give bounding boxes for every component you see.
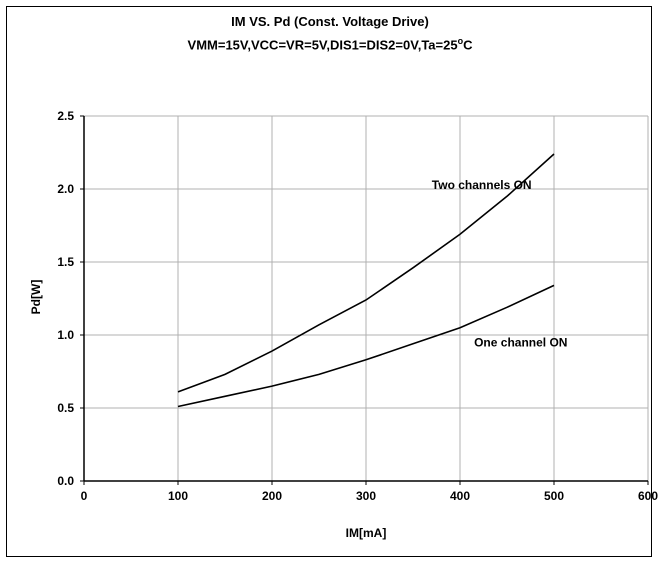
chart-frame bbox=[6, 6, 652, 557]
degree-symbol: o bbox=[457, 36, 464, 46]
x-tick-label: 100 bbox=[168, 489, 188, 503]
label-layer: Two channels ON One channel ON bbox=[432, 178, 568, 350]
x-tick-label: 400 bbox=[450, 489, 470, 503]
y-tick-label: 1.0 bbox=[57, 328, 74, 342]
x-tick-label: 0 bbox=[81, 489, 88, 503]
y-tick-label: 2.5 bbox=[57, 109, 74, 123]
subtitle-main: VMM=15V,VCC=VR=5V,DIS1=DIS2=0V,Ta=25 bbox=[187, 37, 458, 53]
subtitle-unit: C bbox=[463, 37, 473, 53]
x-tick-label: 200 bbox=[262, 489, 282, 503]
y-axis-label: Pd[W] bbox=[29, 280, 43, 315]
y-tick-label: 0.5 bbox=[57, 401, 74, 415]
series-line-two-channels-on bbox=[177, 153, 555, 393]
x-tick-label: 300 bbox=[356, 489, 376, 503]
y-tick-label: 2.0 bbox=[57, 182, 74, 196]
series-layer bbox=[177, 153, 555, 408]
x-axis-label: IM[mA] bbox=[346, 526, 387, 540]
axis-layer: 0 100 200 300 400 500 600 0.0 0.5 1.0 1.5 2.0 2.5 bbox=[57, 109, 658, 503]
x-tick-label: 500 bbox=[544, 489, 564, 503]
series-line-one-channel-on bbox=[177, 284, 555, 408]
y-tick-label: 0.0 bbox=[57, 474, 74, 488]
x-tick-label: 600 bbox=[638, 489, 658, 503]
grid-layer bbox=[84, 115, 649, 481]
chart-title: IM VS. Pd (Const. Voltage Drive) bbox=[231, 14, 429, 29]
chart-subtitle: VMM=15V,VCC=VR=5V,DIS1=DIS2=0V,Ta=25oC bbox=[0, 36, 660, 52]
annotation-one-channel-on: One channel ON bbox=[474, 336, 567, 350]
annotation-two-channels-on: Two channels ON bbox=[432, 178, 532, 192]
y-tick-label: 1.5 bbox=[57, 255, 74, 269]
